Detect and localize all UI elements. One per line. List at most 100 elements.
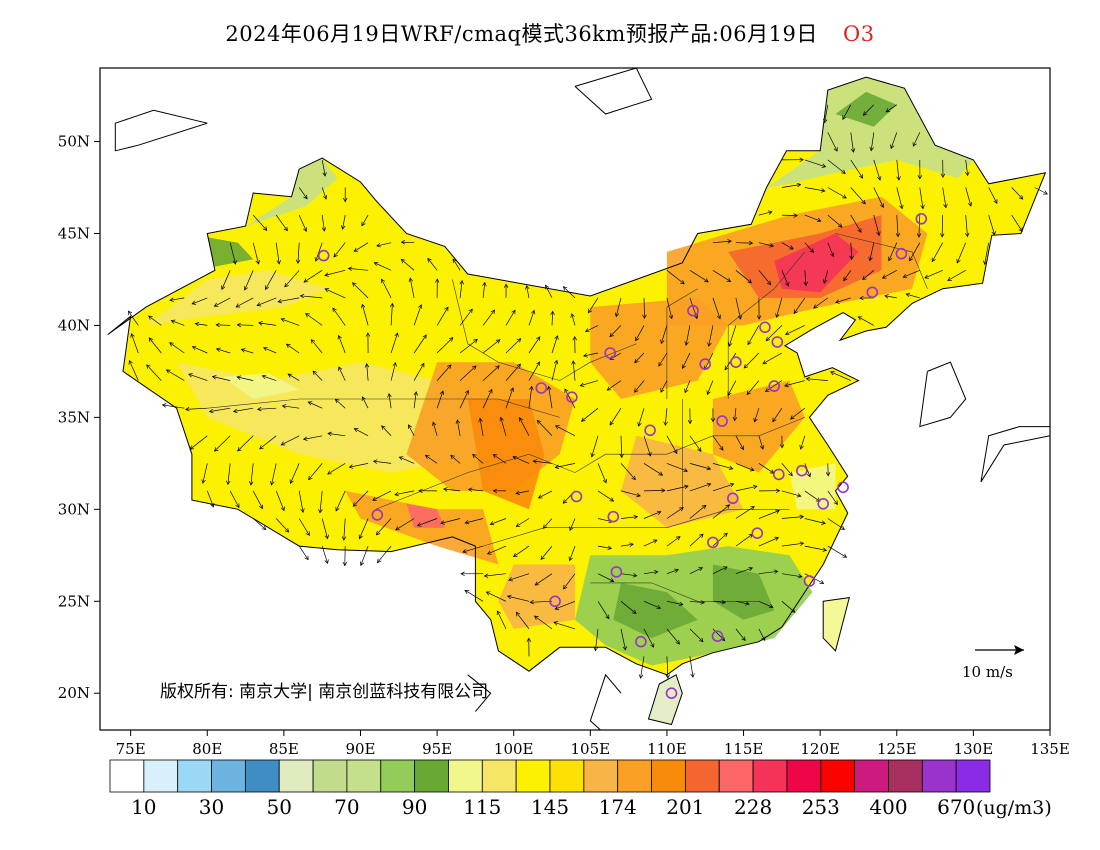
- legend-swatch: [820, 759, 856, 793]
- city-marker: [771, 336, 784, 348]
- city-marker: [610, 566, 623, 578]
- legend-swatch: [448, 759, 483, 793]
- legend-swatch: [752, 759, 788, 793]
- legend-unit: (ug/m3): [976, 797, 1052, 819]
- taiwan-island: [822, 596, 850, 652]
- legend-swatch: [684, 759, 720, 793]
- latitude-ticks: 50N 45N 40N 35N 30N 25N 20N: [58, 133, 100, 702]
- legend-swatch: [888, 759, 923, 793]
- lat-tick-label: 30N: [58, 500, 90, 518]
- city-marker: [837, 481, 849, 494]
- lon-tick-label: 120E: [800, 740, 840, 758]
- ozone-region: [823, 597, 850, 651]
- legend-swatch: [346, 759, 382, 793]
- coastline: [1049, 297, 1050, 353]
- pollutant-label: O3: [843, 22, 875, 46]
- lon-tick-label: 115E: [724, 740, 764, 758]
- legend-tick-label: 228: [734, 795, 772, 819]
- city-marker: [716, 415, 728, 427]
- legend-swatch: [109, 759, 145, 793]
- reference-arrow-icon: [1014, 645, 1024, 655]
- city-marker: [604, 347, 617, 359]
- lon-tick-label: 110E: [647, 740, 687, 758]
- province-boundary: [452, 279, 637, 381]
- ozone-region: [222, 373, 300, 399]
- longitude-ticks: 75E 80E 85E 90E 95E 100E 105E 110E 115E 120E 125E 1…: [116, 730, 1070, 758]
- city-marker: [707, 536, 719, 549]
- city-marker: [711, 630, 724, 643]
- legend-swatch: [786, 759, 822, 793]
- legend-swatch: [583, 759, 619, 793]
- legend-tick-label: 50: [266, 795, 291, 819]
- lat-tick-label: 35N: [58, 408, 90, 426]
- city-marker: [772, 468, 785, 481]
- coastline: [574, 68, 653, 115]
- city-marker: [549, 595, 561, 608]
- province-boundary: [483, 508, 790, 547]
- lat-tick-label: 25N: [58, 592, 90, 610]
- lon-tick-label: 135E: [1030, 740, 1070, 758]
- city-marker: [371, 509, 384, 521]
- coastline: [114, 109, 208, 152]
- ozone-region: [613, 582, 698, 639]
- ozone-region: [146, 270, 330, 326]
- city-marker: [726, 492, 739, 505]
- city-marker: [687, 304, 699, 317]
- legend-swatch: [278, 759, 314, 793]
- ozone-region: [766, 77, 974, 188]
- legend-tick-label: 70: [334, 795, 359, 819]
- legend-tick-label: 145: [531, 795, 569, 819]
- ozone-region: [712, 380, 805, 473]
- city-marker: [566, 391, 578, 404]
- coastline: [919, 361, 967, 428]
- lon-tick-label: 80E: [192, 740, 222, 758]
- legend-swatch: [481, 759, 517, 793]
- lat-tick-label: 45N: [58, 225, 90, 243]
- city-marker: [317, 249, 330, 262]
- lat-tick-label: 40N: [58, 316, 90, 334]
- city-marker: [803, 575, 816, 587]
- wind-reference-label: 10 m/s: [962, 663, 1013, 681]
- city-marker: [866, 286, 879, 299]
- legend-tick-label: 253: [802, 795, 840, 819]
- province-boundary: [207, 398, 560, 418]
- city-marker: [665, 687, 678, 700]
- ozone-region: [245, 158, 338, 227]
- legend-swatch: [921, 759, 957, 793]
- legend-swatch: [718, 759, 754, 793]
- ozone-region: [712, 564, 775, 620]
- legend-tick-label: 174: [599, 795, 637, 819]
- hainan-island: [647, 674, 683, 726]
- legend-tick-label: 90: [402, 795, 427, 819]
- legend-swatch: [515, 759, 551, 793]
- lon-tick-label: 125E: [877, 740, 917, 758]
- city-marker: [759, 321, 771, 334]
- ozone-region: [835, 91, 897, 127]
- city-marker: [570, 490, 583, 503]
- lon-tick-label: 130E: [954, 740, 994, 758]
- city-marker: [895, 247, 908, 260]
- legend-swatch: [651, 759, 686, 793]
- lon-tick-label: 100E: [494, 740, 534, 758]
- legend-tick-label: 10: [131, 795, 156, 819]
- legend-tick-label: 201: [666, 795, 704, 819]
- lon-tick-label: 90E: [345, 740, 375, 758]
- legend-swatch: [549, 759, 585, 793]
- coastline: [589, 673, 622, 730]
- coastlines: [114, 68, 1050, 730]
- city-marker: [644, 424, 656, 437]
- lat-tick-label: 20N: [58, 684, 90, 702]
- coastline: [980, 426, 1050, 483]
- legend-swatch: [177, 759, 212, 793]
- lon-tick-label: 75E: [116, 740, 146, 758]
- province-boundary: [590, 582, 759, 602]
- wind-vectors: [127, 104, 1048, 679]
- province-boundary: [727, 251, 806, 399]
- lon-tick-label: 95E: [422, 740, 452, 758]
- legend-swatch: [414, 759, 449, 793]
- city-marker: [535, 382, 548, 394]
- city-marker: [607, 510, 620, 523]
- ozone-region: [207, 237, 254, 267]
- map-frame: [99, 67, 1051, 731]
